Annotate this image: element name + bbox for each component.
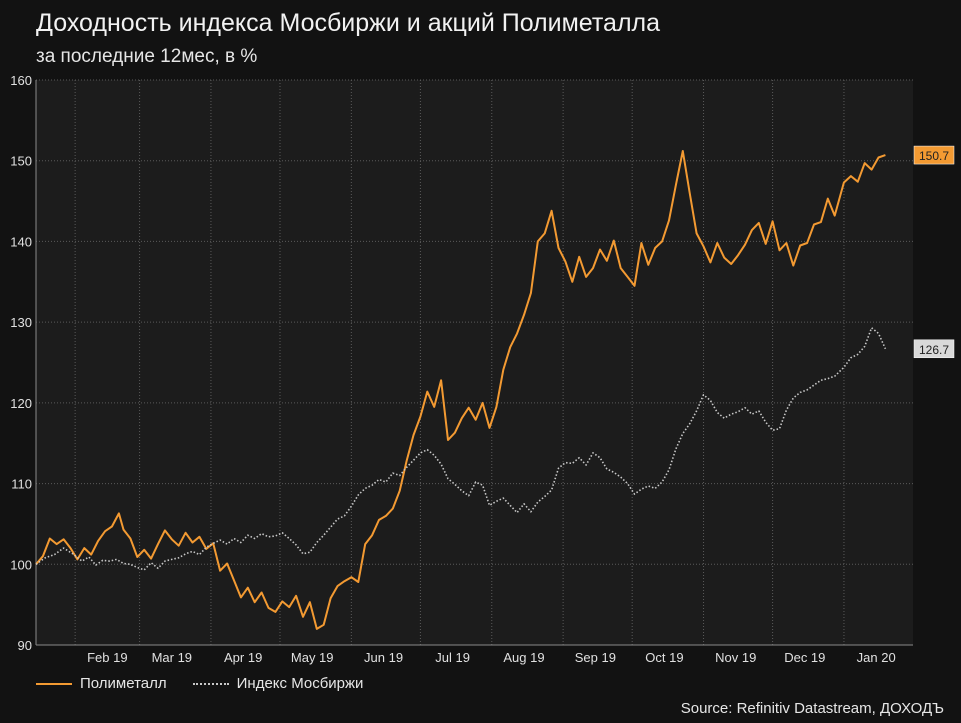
x-tick-label-8: Oct 19 <box>645 650 683 665</box>
legend-label-moex: Индекс Мосбиржи <box>236 675 364 692</box>
legend: Полиметалл Индекс Мосбиржи <box>36 675 389 692</box>
x-tick-label-2: Apr 19 <box>224 650 262 665</box>
x-tick-label-4: Jun 19 <box>364 650 403 665</box>
x-tick-label-1: Mar 19 <box>152 650 192 665</box>
last-value-label-0: 150.7 <box>919 149 949 163</box>
legend-item-polymetal: Полиметалл <box>36 675 167 692</box>
x-tick-label-5: Jul 19 <box>435 650 470 665</box>
y-tick-label-110: 110 <box>11 477 32 492</box>
x-tick-label-11: Jan 20 <box>857 650 896 665</box>
y-tick-label-140: 140 <box>10 234 32 249</box>
legend-label-polymetal: Полиметалл <box>80 675 167 692</box>
x-tick-label-6: Aug 19 <box>503 650 544 665</box>
x-tick-label-3: May 19 <box>291 650 334 665</box>
chart-title: Доходность индекса Мосбиржи и акций Поли… <box>36 9 661 37</box>
last-value-badge-1 <box>913 339 955 359</box>
x-tick-label-9: Nov 19 <box>715 650 756 665</box>
chart-subtitle: за последние 12мес, в % <box>36 46 258 67</box>
x-tick-label-10: Dec 19 <box>784 650 825 665</box>
y-tick-label-150: 150 <box>10 154 32 169</box>
legend-swatch-polymetal <box>36 682 72 685</box>
series-line-0 <box>35 150 886 630</box>
legend-swatch-moex <box>192 682 229 685</box>
last-value-badge-0 <box>913 145 955 165</box>
plot-area <box>36 80 913 645</box>
y-tick-label-130: 130 <box>10 315 32 330</box>
x-tick-label-7: Sep 19 <box>575 650 616 665</box>
legend-item-moex: Индекс Мосбиржи <box>192 675 364 692</box>
y-tick-label-120: 120 <box>10 396 32 411</box>
y-tick-label-100: 100 <box>10 557 32 572</box>
source-note: Source: Refinitiv Datastream, ДОХОДЪ <box>680 700 944 717</box>
y-tick-label-160: 160 <box>10 73 32 88</box>
y-tick-label-90: 90 <box>18 638 32 653</box>
last-value-label-1: 126.7 <box>919 343 949 357</box>
x-tick-label-0: Feb 19 <box>87 650 127 665</box>
line-chart: 90 100 110 120 130 140 150 160 Feb 19 Mar 19 Apr 1… <box>10 73 955 665</box>
